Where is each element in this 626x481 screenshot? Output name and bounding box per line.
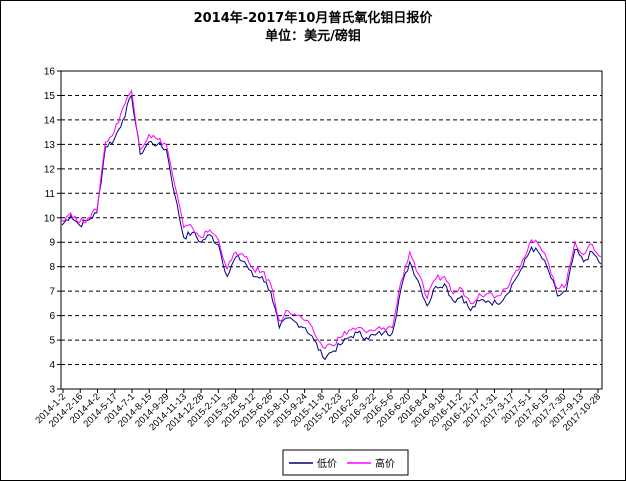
series-line-2 xyxy=(61,89,602,350)
y-tick-label: 7 xyxy=(49,287,55,298)
y-tick-label: 9 xyxy=(49,238,55,249)
y-tick-label: 10 xyxy=(44,213,56,224)
y-tick-label: 3 xyxy=(49,385,55,396)
y-tick-label: 6 xyxy=(49,311,55,322)
legend: 低价 高价 xyxy=(282,449,409,476)
y-tick-label: 14 xyxy=(44,115,56,126)
y-axis: 3 4 5 6 7 8 9 10 11 12 13 14 15 16 xyxy=(44,67,61,396)
y-tick-label: 11 xyxy=(45,189,56,200)
gridlines xyxy=(61,94,602,366)
legend-label: 高价 xyxy=(375,457,395,470)
chart-subtitle: 单位：美元/磅钼 xyxy=(265,28,361,44)
plot-area-border xyxy=(60,70,603,390)
y-tick-label: 8 xyxy=(49,262,55,273)
legend-label: 低价 xyxy=(317,457,337,470)
chart-title: 2014年-2017年10月普氏氧化钼日报价 xyxy=(194,10,434,26)
series-lines xyxy=(61,89,602,361)
y-tick-label: 4 xyxy=(49,360,55,371)
y-tick-label: 12 xyxy=(44,164,56,175)
y-tick-label: 16 xyxy=(44,67,56,78)
series-line-1 xyxy=(61,94,602,361)
y-tick-label: 15 xyxy=(44,91,56,102)
y-tick-label: 13 xyxy=(44,140,56,151)
y-tick-label: 5 xyxy=(49,336,55,347)
x-axis: 2014-1-22014-2-162014-4-22014-5-172014-7… xyxy=(33,389,603,433)
